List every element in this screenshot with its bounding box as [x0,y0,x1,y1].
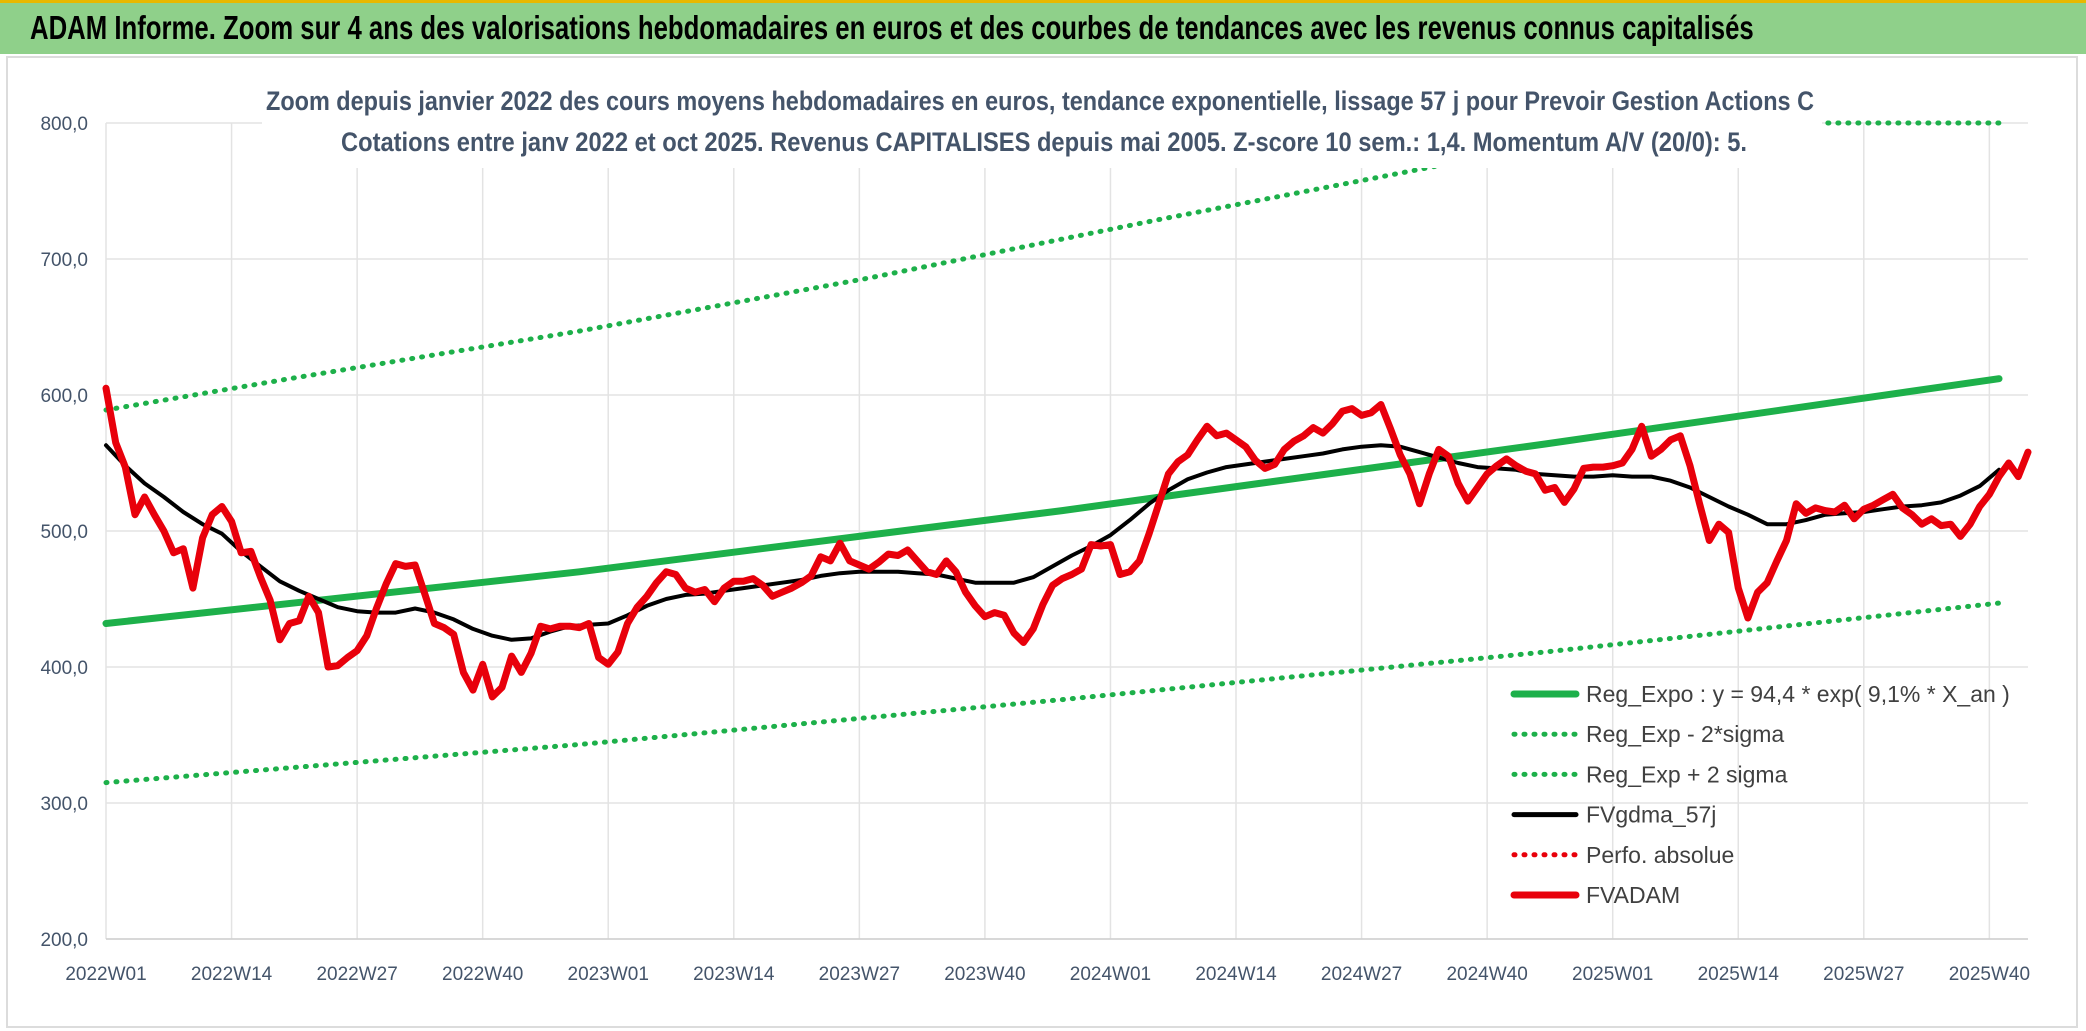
axis-layer: 200,0 300,0 400,0 500,0 600,0 700,0 800,0 2022W… [40,114,2030,985]
y-tick-label: 500,0 [40,522,88,543]
x-tick-label: 2025W40 [1949,964,2030,985]
title-banner: ADAM Informe. Zoom sur 4 ans des valoris… [0,0,2086,54]
x-tick-label: 2024W14 [1195,964,1277,985]
series-line-fvgdma-57j [104,443,2001,642]
x-tick-label: 2025W01 [1572,964,1653,985]
x-tick-label: 2023W01 [568,964,649,985]
legend-label: Reg_Exp - 2*sigma [1586,721,1784,747]
y-tick-label: 800,0 [40,114,88,135]
x-tick-label: 2025W27 [1823,964,1904,985]
series-line-reg-exp-2-sigma [103,600,2002,786]
x-tick-label: 2023W27 [819,964,900,985]
subtitle-backdrop [262,78,1822,168]
x-tick-label: 2024W01 [1070,964,1151,985]
y-tick-label: 200,0 [40,930,88,951]
x-tick-label: 2023W40 [944,964,1025,985]
grid-layer [105,122,2028,940]
legend-label: Reg_Expo : y = 94,4 * exp( 9,1% * X_an ) [1586,681,2010,707]
x-tick-label: 2025W14 [1698,964,1780,985]
chart-title: Zoom depuis janvier 2022 des cours moyen… [266,86,1814,116]
banner-title: ADAM Informe. Zoom sur 4 ans des valoris… [30,9,1754,46]
chart-subtitle: Cotations entre janv 2022 et oct 2025. R… [341,127,1747,157]
legend-label: Reg_Exp + 2 sigma [1586,761,1788,787]
x-tick-label: 2022W27 [316,964,397,985]
x-tick-label: 2022W14 [191,964,273,985]
legend-label: Perfo. absolue [1586,842,1734,868]
y-tick-label: 300,0 [40,794,88,815]
y-tick-label: 600,0 [40,386,88,407]
x-tick-label: 2023W14 [693,964,775,985]
legend-label: FVADAM [1586,882,1680,908]
legend: Reg_Expo : y = 94,4 * exp( 9,1% * X_an )… [1510,681,2010,908]
x-tick-label: 2024W40 [1446,964,1527,985]
y-tick-label: 700,0 [40,250,88,271]
x-tick-label: 2022W01 [65,964,146,985]
y-tick-label: 400,0 [40,658,88,679]
x-tick-label: 2024W27 [1321,964,1402,985]
legend-label: FVgdma_57j [1586,802,1716,828]
series-line-fvadam [102,384,2032,701]
x-tick-label: 2022W40 [442,964,523,985]
